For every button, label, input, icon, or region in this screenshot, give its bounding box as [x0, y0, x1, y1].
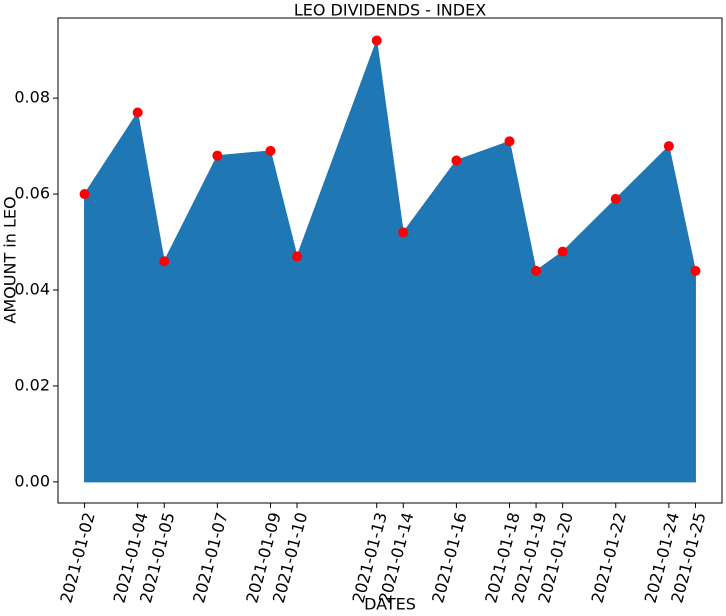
point — [132, 107, 143, 118]
y-tick-label: 0.00 — [14, 471, 50, 490]
point — [159, 256, 170, 267]
y-axis-label: AMOUNT in LEO — [1, 196, 20, 323]
point — [451, 155, 462, 166]
point — [371, 35, 382, 46]
area — [84, 40, 696, 483]
y-tick-label: 0.06 — [14, 184, 50, 203]
x-axis-label: DATES — [364, 595, 416, 614]
point — [79, 189, 90, 200]
x-tick-label: 2021-01-22 — [588, 510, 630, 605]
point — [265, 145, 276, 156]
point — [531, 265, 542, 276]
y-tick-label: 0.04 — [14, 280, 50, 299]
plot-frame — [57, 17, 723, 504]
x-tick-label: 2021-01-02 — [56, 510, 98, 605]
x-tick-label: 2021-01-07 — [189, 510, 231, 605]
chart-title: LEO DIVIDENDS - INDEX — [294, 1, 486, 20]
point — [557, 246, 568, 257]
point — [398, 227, 409, 238]
point — [610, 193, 621, 204]
point — [212, 150, 223, 161]
point — [663, 141, 674, 152]
point — [504, 136, 515, 147]
point — [292, 251, 303, 262]
x-tick-label: 2021-01-16 — [428, 510, 470, 605]
y-tick-label: 0.08 — [14, 88, 50, 107]
point — [690, 265, 701, 276]
y-tick-label: 0.02 — [14, 375, 50, 394]
